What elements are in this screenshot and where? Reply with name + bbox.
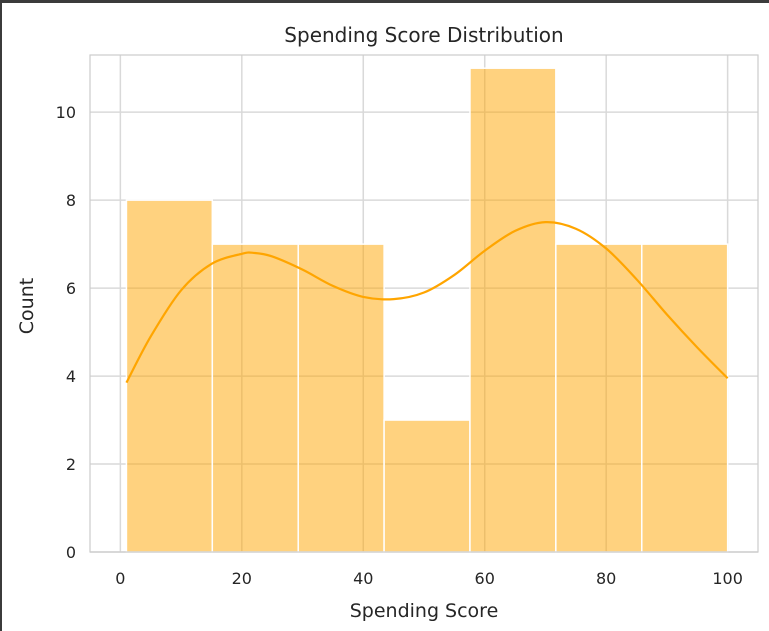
y-tick-label-2: 4 — [66, 367, 76, 386]
x-tick-label-4: 80 — [596, 569, 616, 588]
x-tick-label-2: 40 — [353, 569, 373, 588]
histogram-bar-6 — [641, 243, 729, 553]
histogram-bar-0 — [125, 199, 214, 553]
histogram-bar-2 — [297, 243, 385, 553]
histogram-bar-3 — [383, 419, 471, 553]
histogram-bar-1 — [211, 243, 299, 553]
chart-title: Spending Score Distribution — [284, 23, 563, 47]
y-tick-label-1: 2 — [66, 455, 76, 474]
plot-area-border — [89, 54, 759, 553]
y-tick-label-4: 8 — [66, 191, 76, 210]
y-tick-labels: 0 2 4 6 8 10 — [56, 103, 76, 562]
y-tick-label-5: 10 — [56, 103, 76, 122]
y-tick-label-3: 6 — [66, 279, 76, 298]
x-tick-label-3: 60 — [475, 569, 495, 588]
kde-curve — [125, 221, 729, 384]
y-tick-label-0: 0 — [66, 543, 76, 562]
x-tick-labels: 0 20 40 60 80 100 — [115, 569, 743, 588]
x-tick-label-0: 0 — [115, 569, 125, 588]
histogram-bar-4 — [469, 67, 557, 553]
y-axis-label: Count — [16, 278, 38, 334]
x-tick-label-5: 100 — [712, 569, 743, 588]
histogram-bar-5 — [555, 243, 643, 553]
x-axis-label: Spending Score — [350, 600, 499, 622]
histogram-bars — [125, 67, 729, 553]
x-tick-label-1: 20 — [232, 569, 252, 588]
